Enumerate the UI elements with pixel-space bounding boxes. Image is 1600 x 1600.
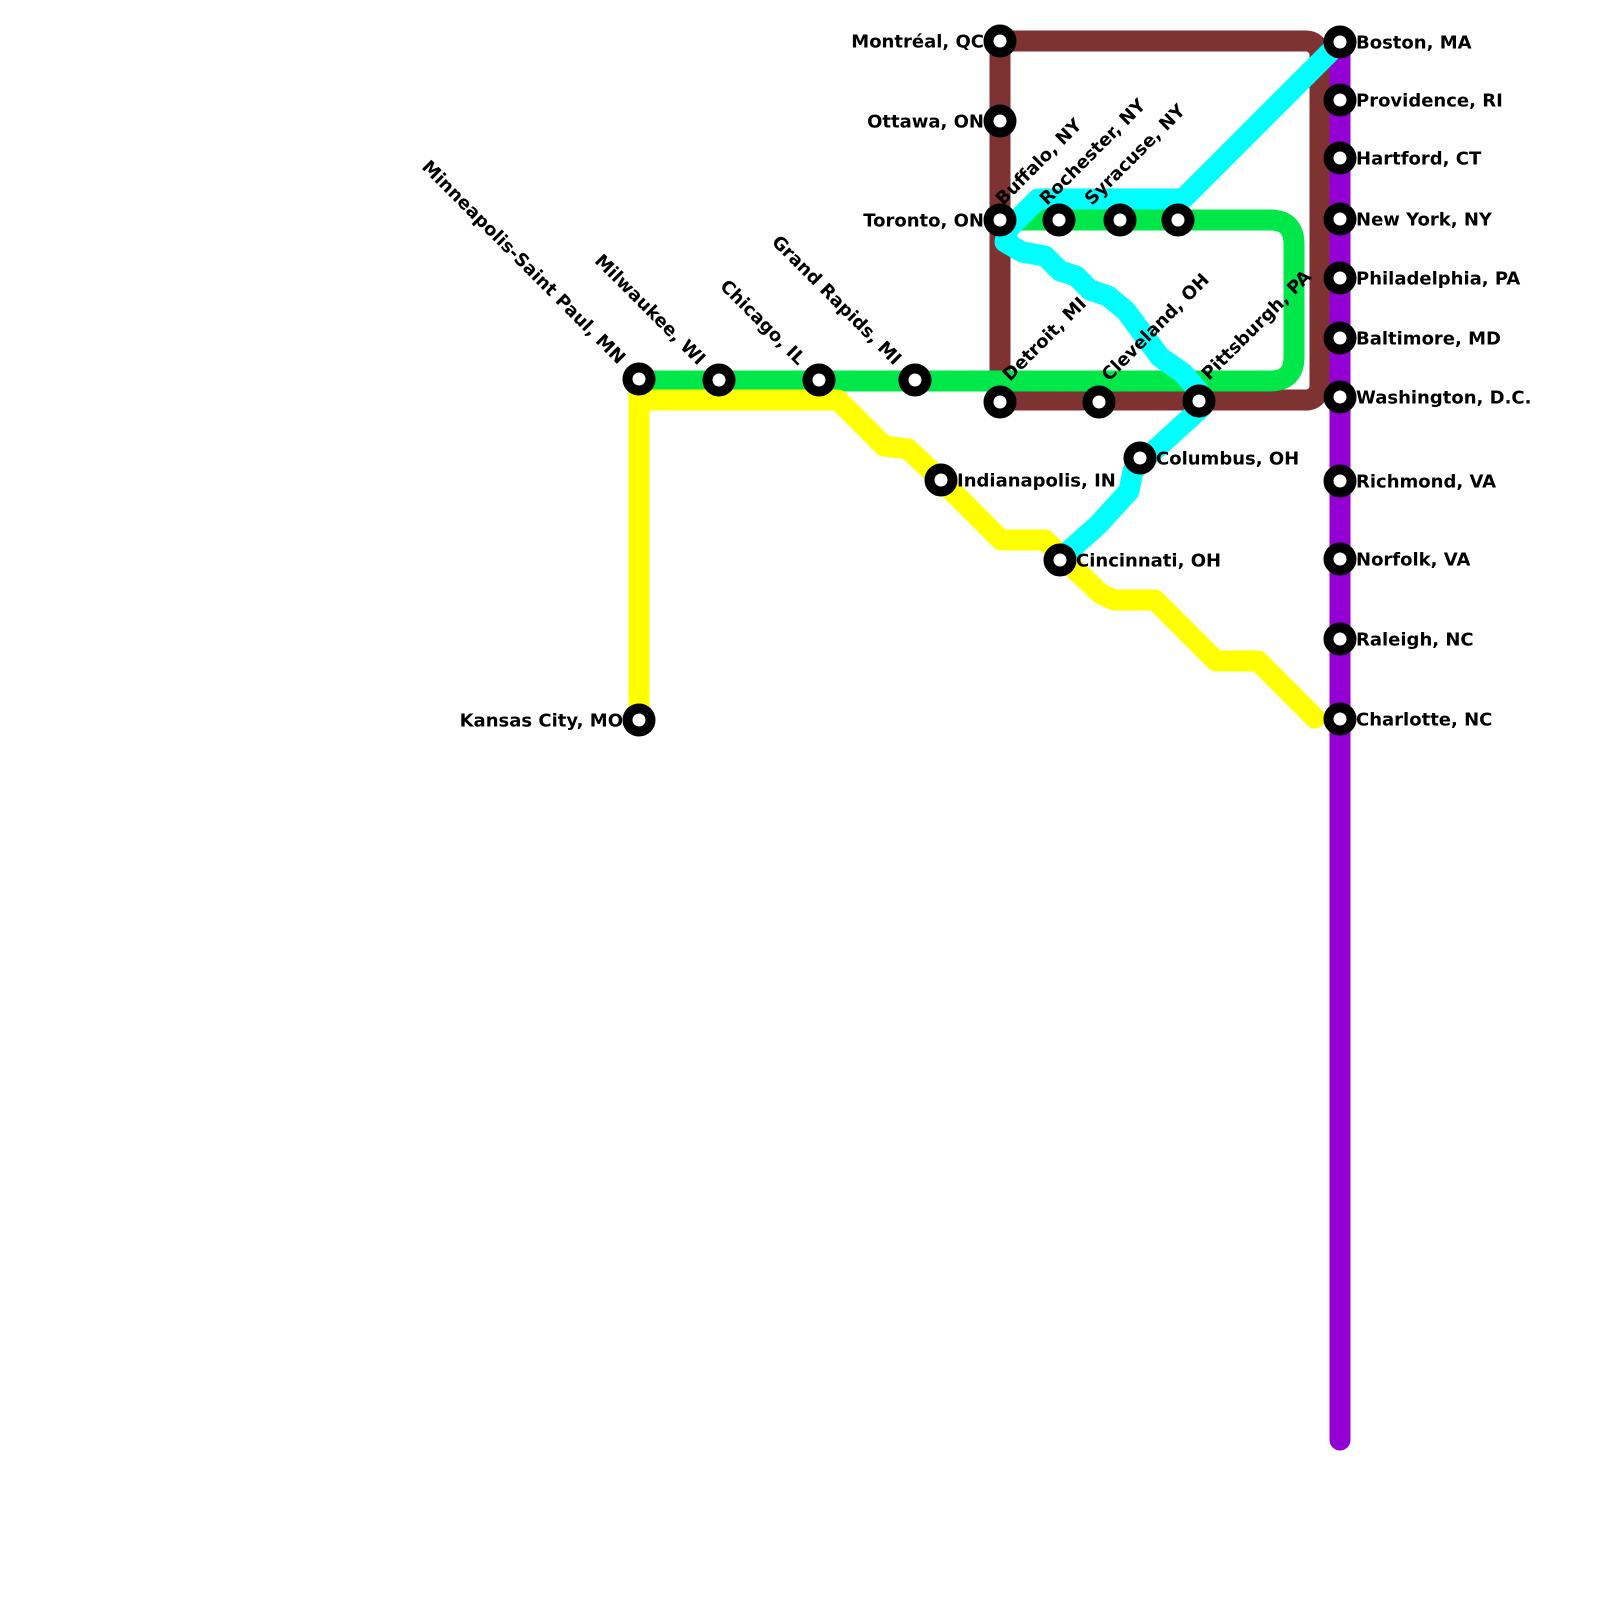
- station-richmond: [1323, 464, 1357, 498]
- station-philadelphia: [1323, 261, 1357, 295]
- station-label-toronto: Toronto, ON: [863, 211, 984, 232]
- stations-layer: [622, 24, 1357, 737]
- station-buffalo: [1042, 203, 1076, 237]
- station-indianapolis: [924, 463, 958, 497]
- station-chicago: [802, 363, 836, 397]
- station-label-philadelphia: Philadelphia, PA: [1356, 269, 1520, 290]
- station-rochester: [1103, 203, 1137, 237]
- station-kansas-city: [622, 703, 656, 737]
- station-new-york: [1323, 202, 1357, 236]
- station-cleveland: [1082, 385, 1116, 419]
- station-label-chicago: Chicago, IL: [716, 276, 810, 370]
- station-label-cincinnati: Cincinnati, OH: [1076, 551, 1221, 572]
- station-syracuse: [1161, 203, 1195, 237]
- station-hartford: [1323, 141, 1357, 175]
- station-label-montreal: Montréal, QC: [851, 32, 984, 53]
- station-toronto: [983, 203, 1017, 237]
- station-montreal: [983, 24, 1017, 58]
- station-pittsburgh: [1182, 384, 1216, 418]
- station-baltimore: [1323, 321, 1357, 355]
- station-label-washington: Washington, D.C.: [1356, 388, 1531, 409]
- station-charlotte: [1323, 702, 1357, 736]
- station-norfolk: [1323, 542, 1357, 576]
- station-label-boston: Boston, MA: [1356, 33, 1472, 54]
- station-label-hartford: Hartford, CT: [1356, 149, 1482, 170]
- station-label-ottawa: Ottawa, ON: [867, 112, 984, 133]
- station-cincinnati: [1043, 543, 1077, 577]
- station-label-providence: Providence, RI: [1356, 91, 1503, 112]
- station-label-charlotte: Charlotte, NC: [1356, 710, 1492, 731]
- station-boston: [1323, 25, 1357, 59]
- station-label-cleveland: Cleveland, OH: [1098, 270, 1214, 386]
- station-washington: [1323, 380, 1357, 414]
- line-green-line: [628, 209, 1305, 392]
- station-label-baltimore: Baltimore, MD: [1356, 329, 1501, 350]
- station-milwaukee: [702, 363, 736, 397]
- station-minneapolis: [622, 362, 656, 396]
- station-label-new-york: New York, NY: [1356, 210, 1493, 231]
- station-grand-rapids: [898, 363, 932, 397]
- station-columbus: [1123, 441, 1157, 475]
- station-label-columbus: Columbus, OH: [1156, 449, 1299, 470]
- station-label-norfolk: Norfolk, VA: [1356, 550, 1470, 571]
- station-label-richmond: Richmond, VA: [1356, 472, 1496, 493]
- station-ottawa: [983, 104, 1017, 138]
- station-label-kansas-city: Kansas City, MO: [460, 711, 623, 732]
- station-raleigh: [1323, 622, 1357, 656]
- lines-layer: [628, 30, 1351, 1451]
- station-detroit: [983, 385, 1017, 419]
- station-label-indianapolis: Indianapolis, IN: [957, 471, 1116, 492]
- station-providence: [1323, 83, 1357, 117]
- station-label-raleigh: Raleigh, NC: [1356, 630, 1474, 651]
